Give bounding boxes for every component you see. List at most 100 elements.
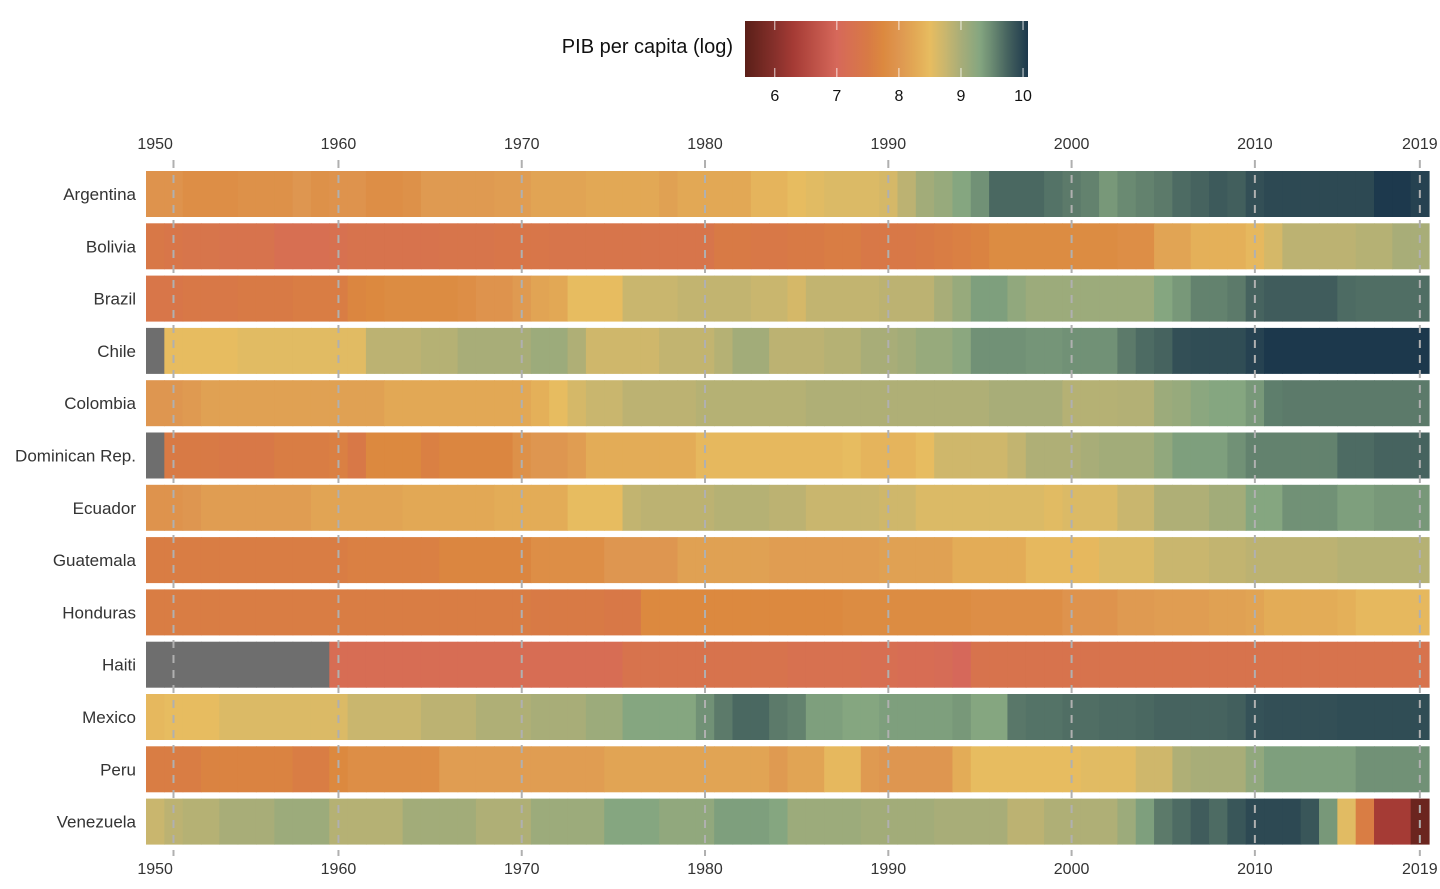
x-axis: 1950 1950 1960 1960 1970 1970 1980 1980 1990 1990…: [137, 136, 1437, 878]
heatmap-cell: [365, 589, 385, 636]
heatmap-cell: [310, 327, 330, 374]
heatmap-cell: [1209, 380, 1228, 427]
heatmap-cell: [897, 380, 917, 427]
heatmap-cell: [549, 380, 569, 427]
heatmap-cell: [292, 746, 312, 793]
heatmap-cell: [1209, 171, 1228, 217]
heatmap-cell: [420, 380, 440, 427]
heatmap-cell: [512, 327, 532, 374]
heatmap-cell: [787, 484, 807, 531]
heatmap-cell: [567, 484, 587, 531]
heatmap-cell: [494, 484, 514, 531]
heatmap-cell: [1374, 432, 1393, 479]
heatmap-cell: [549, 275, 569, 322]
heatmap-cell: [970, 484, 990, 531]
heatmap-cell: [1245, 432, 1265, 479]
heatmap-cell: [310, 432, 330, 479]
heatmap-cell: [1264, 641, 1283, 688]
heatmap-cell: [989, 275, 1009, 322]
heatmap-cell: [219, 432, 239, 479]
heatmap-cell: [1154, 223, 1173, 270]
heatmap-cell: [897, 537, 917, 584]
heatmap-cell: [1080, 484, 1100, 531]
heatmap-cell: [842, 432, 862, 479]
heatmap-cell: [714, 171, 734, 217]
heatmap-cell: [1374, 484, 1393, 531]
heatmap-cell: [420, 589, 440, 636]
heatmap-cell: [1337, 746, 1357, 793]
heatmap-cell: [567, 275, 587, 322]
heatmap-cell: [439, 537, 459, 584]
heatmap-cell: [457, 589, 477, 636]
country-label: Guatemala: [53, 551, 137, 570]
heatmap-cell: [182, 171, 202, 217]
heatmap-cell: [146, 746, 165, 793]
heatmap-cell: [439, 275, 459, 322]
heatmap-cell: [860, 694, 880, 740]
heatmap-cell: [1319, 589, 1338, 636]
heatmap-cell: [1007, 171, 1027, 217]
heatmap-cell: [1025, 171, 1045, 217]
heatmap-cell: [164, 537, 184, 584]
heatmap-cell: [439, 432, 459, 479]
heatmap-cell: [695, 641, 715, 688]
x-tick-label-top: 1950: [137, 136, 173, 153]
heatmap-cell: [457, 327, 477, 374]
heatmap-cell: [255, 275, 275, 322]
heatmap-cell: [549, 746, 569, 793]
heatmap-cell: [1135, 327, 1155, 374]
heatmap-cell: [714, 694, 734, 740]
heatmap-cell: [255, 484, 275, 531]
heatmap-cell: [1300, 537, 1320, 584]
heatmap-cell: [219, 641, 239, 688]
heatmap-cell: [1190, 171, 1210, 217]
heatmap-cell: [292, 171, 312, 217]
heatmap-cell: [622, 798, 642, 845]
heatmap-cell: [1392, 171, 1412, 217]
heatmap-cell: [934, 327, 954, 374]
heatmap-cell: [604, 223, 624, 270]
heatmap-cell: [659, 537, 679, 584]
heatmap-cell: [1154, 484, 1173, 531]
heatmap-cell: [164, 641, 184, 688]
heatmap-cell: [934, 484, 954, 531]
heatmap-cell: [732, 694, 752, 740]
heatmap-cell: [347, 275, 367, 322]
heatmap-cell: [384, 537, 404, 584]
heatmap-cell: [219, 223, 239, 270]
heatmap-cell: [457, 537, 477, 584]
heatmap-cell: [274, 223, 294, 270]
heatmap-cell: [842, 327, 862, 374]
heatmap-cell: [530, 589, 550, 636]
heatmap-cell: [860, 275, 880, 322]
heatmap-cell: [494, 537, 514, 584]
heatmap-cell: [1135, 275, 1155, 322]
heatmap-cell: [530, 537, 550, 584]
heatmap-cell: [274, 641, 294, 688]
heatmap-cell: [1355, 694, 1375, 740]
heatmap-cell: [1062, 537, 1082, 584]
heatmap-cell: [1227, 641, 1247, 688]
heatmap-cell: [952, 694, 972, 740]
heatmap-cell: [1135, 537, 1155, 584]
heatmap-cell: [1007, 694, 1027, 740]
heatmap-cell: [255, 171, 275, 217]
heatmap-cell: [732, 432, 752, 479]
heatmap-cell: [1154, 589, 1173, 636]
heatmap-cell: [677, 432, 697, 479]
heatmap-cell: [146, 327, 165, 374]
heatmap-cell: [255, 537, 275, 584]
heatmap-cell: [1355, 641, 1375, 688]
heatmap-cell: [1245, 223, 1265, 270]
heatmap-cell: [255, 694, 275, 740]
heatmap-cell: [567, 589, 587, 636]
heatmap-cell: [970, 380, 990, 427]
heatmap-cell: [1190, 694, 1210, 740]
heatmap-cell: [402, 327, 422, 374]
heatmap-cell: [1319, 275, 1338, 322]
heatmap-cells: [146, 171, 1430, 845]
heatmap-cell: [640, 380, 660, 427]
heatmap-cell: [989, 380, 1009, 427]
heatmap-cell: [970, 746, 990, 793]
heatmap-cell: [640, 798, 660, 845]
